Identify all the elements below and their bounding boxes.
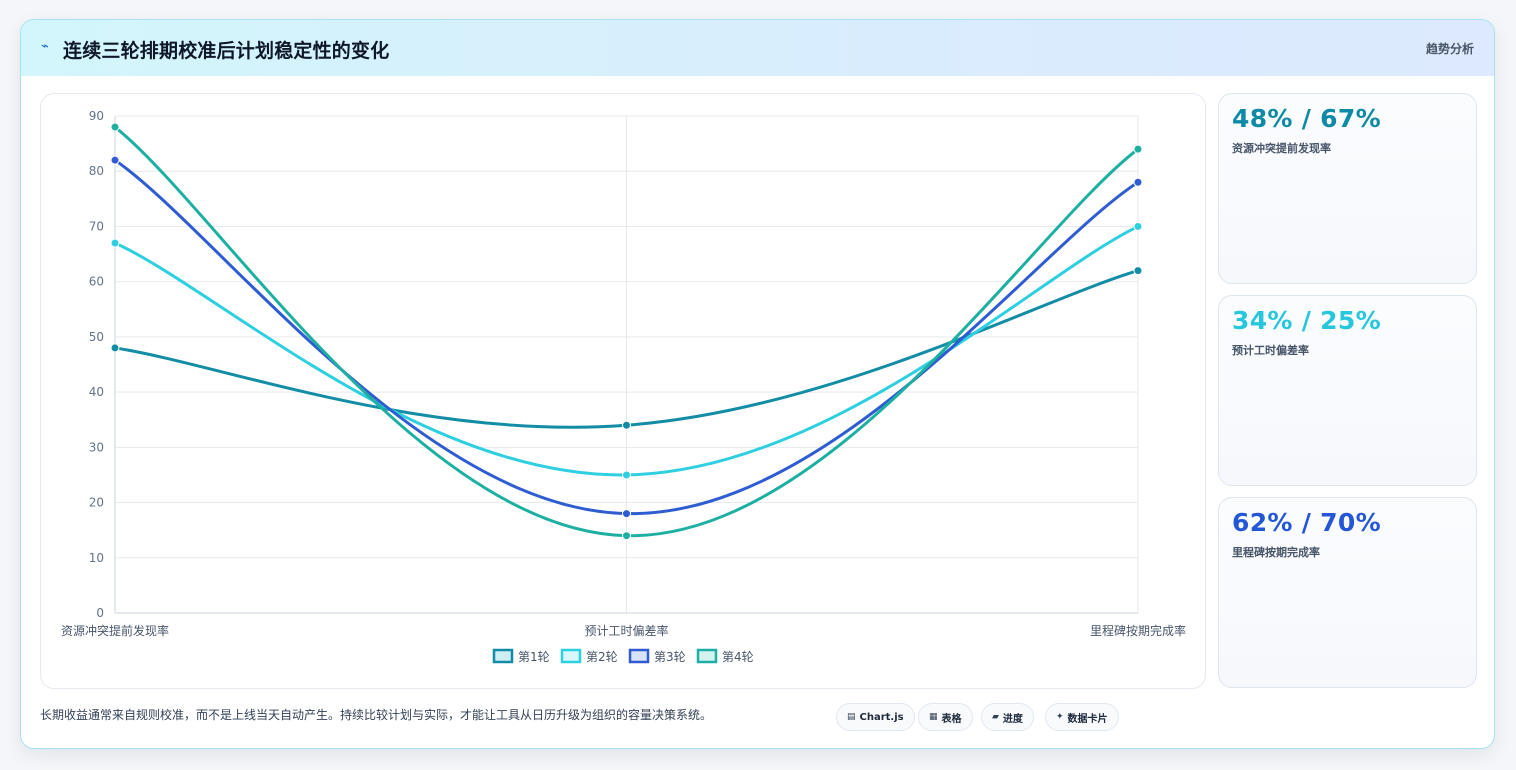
data-point xyxy=(622,531,631,541)
y-tick-label: 40 xyxy=(89,385,104,399)
x-tick-label: 预计工时偏差率 xyxy=(584,623,668,638)
stat-label-3: 里程碑按期完成率 xyxy=(1232,546,1320,559)
data-point xyxy=(1133,266,1143,276)
data-point xyxy=(110,155,120,165)
table-icon: ▦ xyxy=(929,712,938,722)
table-pill[interactable]: ▦ 表格 xyxy=(918,703,973,731)
lightning-icon: ⌁ xyxy=(41,39,49,54)
data-point xyxy=(622,420,631,430)
card-header: ⌁ 连续三轮排期校准后计划稳定性的变化 趋势分析 xyxy=(21,20,1494,76)
stat-value-2: 34% / 25% xyxy=(1232,306,1381,335)
y-tick-label: 10 xyxy=(89,551,104,565)
chart-icon: ▤ xyxy=(847,712,856,722)
progress-icon: ▰ xyxy=(992,712,999,722)
progress-pill[interactable]: ▰ 进度 xyxy=(981,703,1034,731)
x-tick-label: 资源冲突提前发现率 xyxy=(61,623,169,638)
data-point xyxy=(1133,177,1143,187)
legend-item-1: 第1轮 xyxy=(492,648,550,664)
pill-label: 数据卡片 xyxy=(1067,713,1108,725)
legend-label: 第4轮 xyxy=(722,650,754,664)
sparkle-icon: ✦ xyxy=(1056,712,1064,722)
pill-label: 表格 xyxy=(941,713,962,725)
legend-label: 第2轮 xyxy=(586,650,618,664)
y-tick-label: 50 xyxy=(89,330,104,344)
data-point xyxy=(110,122,120,132)
y-tick-label: 20 xyxy=(89,496,104,510)
chartjs-pill[interactable]: ▤ Chart.js xyxy=(836,703,915,731)
data-point xyxy=(1133,221,1143,231)
data-point xyxy=(622,470,631,480)
page-title: 连续三轮排期校准后计划稳定性的变化 xyxy=(63,40,390,62)
legend-label: 第1轮 xyxy=(518,650,550,664)
data-card-pill[interactable]: ✦ 数据卡片 xyxy=(1045,703,1119,731)
trend-analysis-label[interactable]: 趋势分析 xyxy=(1425,42,1474,56)
data-point xyxy=(110,238,120,248)
legend-item-3: 第3轮 xyxy=(628,648,686,664)
stat-label-1: 资源冲突提前发现率 xyxy=(1232,142,1331,155)
legend-swatch xyxy=(628,648,650,664)
legend-swatch xyxy=(560,648,582,664)
legend-swatch xyxy=(696,648,718,664)
pill-label: 进度 xyxy=(1002,713,1023,725)
y-tick-label: 0 xyxy=(96,606,104,620)
footer-note: 长期收益通常来自规则校准，而不是上线当天自动产生。持续比较计划与实际，才能让工具… xyxy=(40,708,713,722)
y-tick-label: 80 xyxy=(89,164,104,178)
stat-value-1: 48% / 67% xyxy=(1232,104,1381,133)
chart-card: ⌁ 连续三轮排期校准后计划稳定性的变化 趋势分析 0 10 20 30 40 50 60 70… xyxy=(20,19,1495,749)
stat-card-2: 34% / 25% 预计工时偏差率 xyxy=(1218,295,1477,486)
y-tick-label: 60 xyxy=(89,275,104,289)
x-tick-label: 里程碑按期完成率 xyxy=(1090,623,1186,638)
legend-item-2: 第2轮 xyxy=(560,648,618,664)
legend-item-4: 第4轮 xyxy=(696,648,754,664)
data-point xyxy=(622,509,631,519)
stat-card-3: 62% / 70% 里程碑按期完成率 xyxy=(1218,497,1477,688)
y-tick-label: 90 xyxy=(89,109,104,123)
y-tick-label: 70 xyxy=(89,219,104,233)
legend-label: 第3轮 xyxy=(654,650,686,664)
line-chart: 0 10 20 30 40 50 60 70 80 90 资源冲突提前发现率 预计工时偏差率 里程碑按期… xyxy=(61,109,1186,664)
y-tick-label: 30 xyxy=(89,440,104,454)
chart-panel: 0 10 20 30 40 50 60 70 80 90 资源冲突提前发现率 预计工时偏差率 里程碑按期… xyxy=(40,93,1206,689)
data-point xyxy=(1133,144,1143,154)
pill-label: Chart.js xyxy=(859,711,904,723)
stat-label-2: 预计工时偏差率 xyxy=(1232,344,1309,357)
legend-swatch xyxy=(492,648,514,664)
stat-value-3: 62% / 70% xyxy=(1232,508,1381,537)
data-point xyxy=(110,343,120,353)
stat-card-1: 48% / 67% 资源冲突提前发现率 xyxy=(1218,93,1477,284)
